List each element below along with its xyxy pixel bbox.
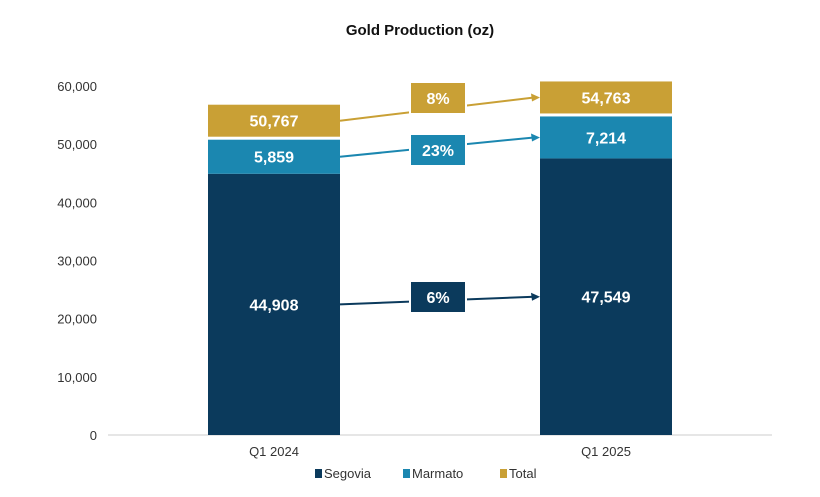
box-total <box>540 81 672 114</box>
x-tick-label: Q1 2025 <box>581 444 631 459</box>
chart-title: Gold Production (oz) <box>346 22 494 39</box>
change-box <box>409 280 467 314</box>
arrow-head-icon <box>531 292 540 301</box>
y-tick-label: 50,000 <box>57 137 97 152</box>
y-tick-label: 30,000 <box>57 254 97 269</box>
bar-segovia <box>208 173 340 435</box>
bar-marmato <box>208 139 340 174</box>
label-marmato: 5,859 <box>254 150 294 167</box>
arrow-head-icon <box>531 93 540 102</box>
y-tick-label: 40,000 <box>57 195 97 210</box>
legend-label: Marmato <box>412 466 463 481</box>
box-total <box>208 104 340 137</box>
bar-marmato <box>540 116 672 159</box>
label-segovia: 47,549 <box>582 290 631 307</box>
legend-swatch <box>315 469 322 478</box>
legend-swatch <box>500 469 507 478</box>
change-box <box>409 81 467 115</box>
y-tick-label: 0 <box>90 428 97 443</box>
x-tick-label: Q1 2024 <box>249 444 299 459</box>
y-tick-label: 10,000 <box>57 370 97 385</box>
legend-label: Total <box>509 466 537 481</box>
arrow-head-icon <box>531 133 540 142</box>
change-label: 23% <box>422 143 454 160</box>
label-marmato: 7,214 <box>586 130 626 147</box>
y-tick-label: 60,000 <box>57 79 97 94</box>
change-label: 6% <box>426 290 449 307</box>
label-total: 50,767 <box>250 114 299 131</box>
legend-label: Segovia <box>324 466 372 481</box>
y-tick-label: 20,000 <box>57 312 97 327</box>
label-total: 54,763 <box>582 90 631 107</box>
bar-segovia <box>540 158 672 435</box>
change-box <box>409 133 467 167</box>
label-segovia: 44,908 <box>250 297 299 314</box>
change-label: 8% <box>426 91 449 108</box>
legend-swatch <box>403 469 410 478</box>
